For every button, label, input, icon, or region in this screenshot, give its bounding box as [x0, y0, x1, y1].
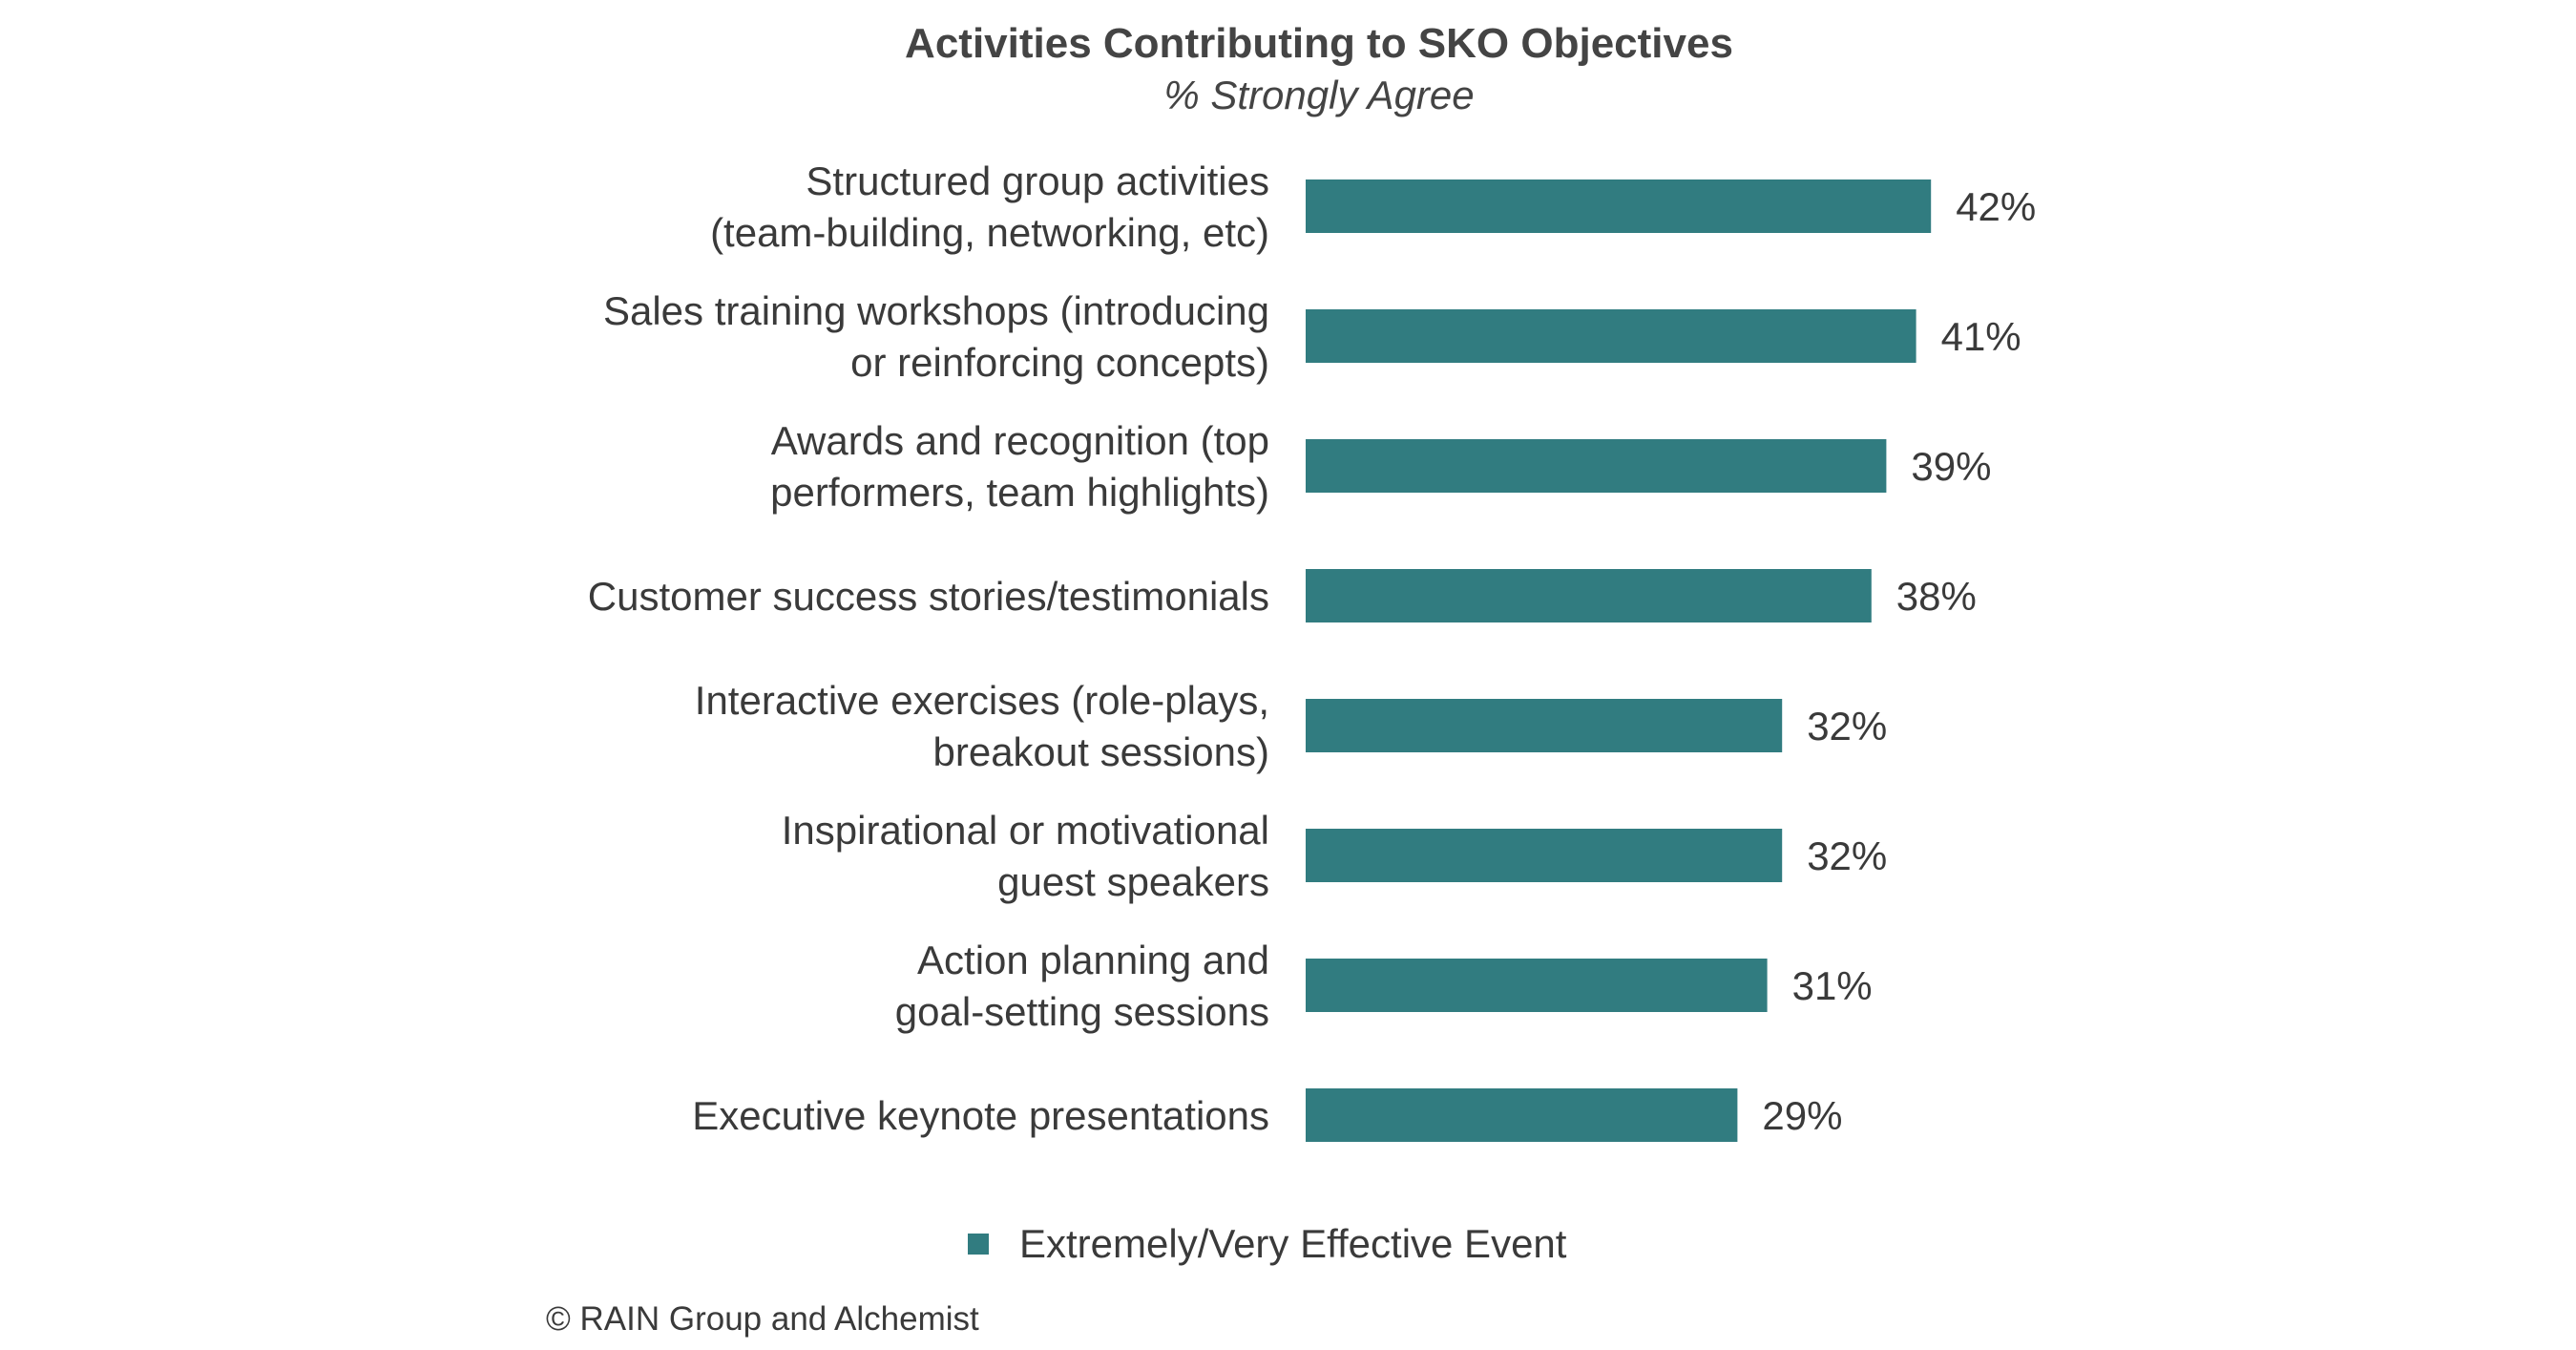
bar-4 — [1306, 699, 1783, 752]
category-label-0-line-1: (team-building, networking, etc) — [710, 210, 1269, 255]
bar-0 — [1306, 179, 1932, 233]
chart-subtitle: % Strongly Agree — [1163, 73, 1474, 117]
legend: Extremely/Very Effective Event — [968, 1221, 1567, 1266]
value-label-2: 39% — [1911, 444, 1991, 489]
category-label-5-line-0: Inspirational or motivational — [782, 808, 1269, 853]
value-label-6: 31% — [1792, 963, 1873, 1008]
category-label-7-line-0: Executive keynote presentations — [692, 1093, 1269, 1138]
bar-5 — [1306, 829, 1783, 882]
category-label-3-line-0: Customer success stories/testimonials — [588, 574, 1269, 619]
value-label-3: 38% — [1896, 574, 1977, 619]
category-label-1-line-0: Sales training workshops (introducing — [603, 288, 1269, 333]
category-label-4-line-1: breakout sessions) — [932, 729, 1269, 774]
bar-1 — [1306, 309, 1916, 363]
legend-label: Extremely/Very Effective Event — [1019, 1221, 1567, 1266]
bar-3 — [1306, 569, 1872, 622]
value-label-4: 32% — [1807, 704, 1887, 749]
value-label-7: 29% — [1762, 1093, 1842, 1138]
category-label-4-line-0: Interactive exercises (role-plays, — [695, 678, 1269, 723]
copyright-text: © RAIN Group and Alchemist — [546, 1300, 979, 1338]
category-label-0-line-0: Structured group activities — [806, 158, 1269, 203]
value-label-5: 32% — [1807, 833, 1887, 878]
bar-2 — [1306, 439, 1887, 493]
category-label-6-line-1: goal-setting sessions — [895, 989, 1269, 1034]
bar-6 — [1306, 959, 1768, 1012]
value-label-1: 41% — [1941, 314, 2021, 359]
category-label-2-line-0: Awards and recognition (top — [771, 418, 1269, 463]
category-label-1-line-1: or reinforcing concepts) — [850, 340, 1269, 385]
category-label-6-line-0: Action planning and — [917, 938, 1269, 982]
chart-title: Activities Contributing to SKO Objective… — [905, 20, 1733, 67]
category-label-5-line-1: guest speakers — [997, 859, 1269, 904]
bars-layer: 42% Structured group activities (team-buil… — [588, 158, 2036, 1142]
legend-swatch — [968, 1234, 989, 1255]
bar-7 — [1306, 1088, 1738, 1142]
value-label-0: 42% — [1956, 184, 2036, 229]
category-label-2-line-1: performers, team highlights) — [770, 470, 1269, 515]
